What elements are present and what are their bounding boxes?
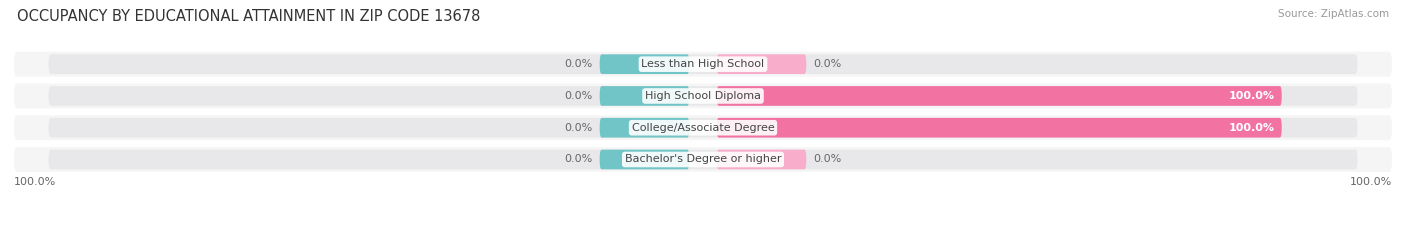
FancyBboxPatch shape [48, 150, 1358, 169]
FancyBboxPatch shape [599, 86, 689, 106]
FancyBboxPatch shape [599, 54, 689, 74]
FancyBboxPatch shape [48, 118, 1358, 137]
Text: 0.0%: 0.0% [565, 91, 593, 101]
Text: Less than High School: Less than High School [641, 59, 765, 69]
Text: 0.0%: 0.0% [813, 154, 841, 164]
Text: 0.0%: 0.0% [813, 59, 841, 69]
Text: Bachelor's Degree or higher: Bachelor's Degree or higher [624, 154, 782, 164]
Text: 100.0%: 100.0% [1350, 177, 1392, 187]
FancyBboxPatch shape [599, 118, 689, 137]
FancyBboxPatch shape [717, 54, 807, 74]
Text: 0.0%: 0.0% [565, 59, 593, 69]
FancyBboxPatch shape [48, 86, 1358, 106]
FancyBboxPatch shape [14, 52, 1392, 77]
FancyBboxPatch shape [14, 147, 1392, 172]
Text: 0.0%: 0.0% [565, 154, 593, 164]
Text: 100.0%: 100.0% [1229, 123, 1275, 133]
Text: 100.0%: 100.0% [14, 177, 56, 187]
FancyBboxPatch shape [717, 150, 807, 169]
FancyBboxPatch shape [717, 86, 1282, 106]
FancyBboxPatch shape [14, 115, 1392, 140]
Text: 100.0%: 100.0% [1229, 91, 1275, 101]
Text: College/Associate Degree: College/Associate Degree [631, 123, 775, 133]
Text: Source: ZipAtlas.com: Source: ZipAtlas.com [1278, 9, 1389, 19]
FancyBboxPatch shape [599, 150, 689, 169]
FancyBboxPatch shape [14, 84, 1392, 108]
FancyBboxPatch shape [717, 118, 1282, 137]
Text: OCCUPANCY BY EDUCATIONAL ATTAINMENT IN ZIP CODE 13678: OCCUPANCY BY EDUCATIONAL ATTAINMENT IN Z… [17, 9, 481, 24]
Text: 0.0%: 0.0% [565, 123, 593, 133]
Text: High School Diploma: High School Diploma [645, 91, 761, 101]
FancyBboxPatch shape [48, 54, 1358, 74]
